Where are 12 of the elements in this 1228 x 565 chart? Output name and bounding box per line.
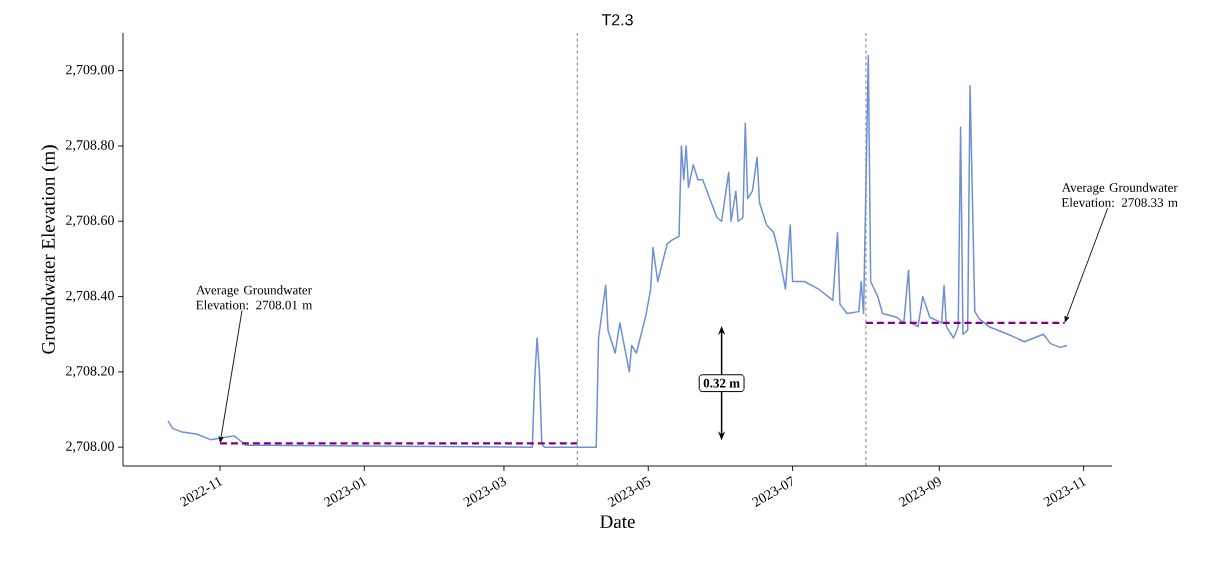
x-axis-title: Date xyxy=(600,515,635,529)
y-tick-label: 2,708.60 xyxy=(66,215,114,227)
y-tick-label: 2,708.00 xyxy=(66,441,114,453)
y-axis-title: Groundwater Elevation (m) xyxy=(41,145,59,354)
y-tick-label: 2,708.40 xyxy=(66,290,114,303)
y-tick-label: 2,708.20 xyxy=(66,366,114,378)
annotation: Average Groundwater Elevation: 2708.01 m xyxy=(196,285,313,310)
annotation: Average Groundwater Elevation: 2708.33 m xyxy=(1061,182,1178,208)
y-tick-label: 2,708.80 xyxy=(66,140,114,152)
chart-title: T2.3 xyxy=(601,14,633,26)
y-tick-label: 2,709.00 xyxy=(66,64,114,77)
annotation: 0.32 m xyxy=(703,378,740,388)
